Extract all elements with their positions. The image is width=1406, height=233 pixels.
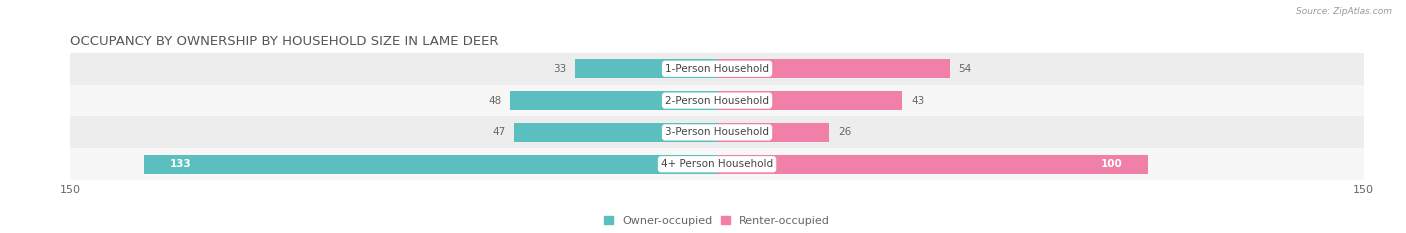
Text: OCCUPANCY BY OWNERSHIP BY HOUSEHOLD SIZE IN LAME DEER: OCCUPANCY BY OWNERSHIP BY HOUSEHOLD SIZE…	[70, 35, 499, 48]
Text: 3-Person Household: 3-Person Household	[665, 127, 769, 137]
Text: 43: 43	[911, 96, 924, 106]
Text: 133: 133	[170, 159, 191, 169]
Text: 26: 26	[838, 127, 851, 137]
Text: 2-Person Household: 2-Person Household	[665, 96, 769, 106]
Text: 54: 54	[959, 64, 972, 74]
Bar	[70, 116, 1364, 148]
Text: 48: 48	[488, 96, 502, 106]
Bar	[70, 148, 1364, 180]
Text: 100: 100	[1101, 159, 1122, 169]
Bar	[717, 91, 903, 110]
Bar	[575, 59, 717, 78]
Bar	[510, 91, 717, 110]
Text: 33: 33	[553, 64, 567, 74]
Bar	[70, 53, 1364, 85]
Bar	[143, 155, 717, 174]
Text: 47: 47	[492, 127, 506, 137]
Text: 4+ Person Household: 4+ Person Household	[661, 159, 773, 169]
Bar	[717, 123, 830, 142]
Text: Source: ZipAtlas.com: Source: ZipAtlas.com	[1296, 7, 1392, 16]
Legend: Owner-occupied, Renter-occupied: Owner-occupied, Renter-occupied	[605, 216, 830, 226]
Bar	[717, 155, 1149, 174]
Bar	[70, 85, 1364, 116]
Bar	[717, 59, 950, 78]
Text: 1-Person Household: 1-Person Household	[665, 64, 769, 74]
Bar	[515, 123, 717, 142]
